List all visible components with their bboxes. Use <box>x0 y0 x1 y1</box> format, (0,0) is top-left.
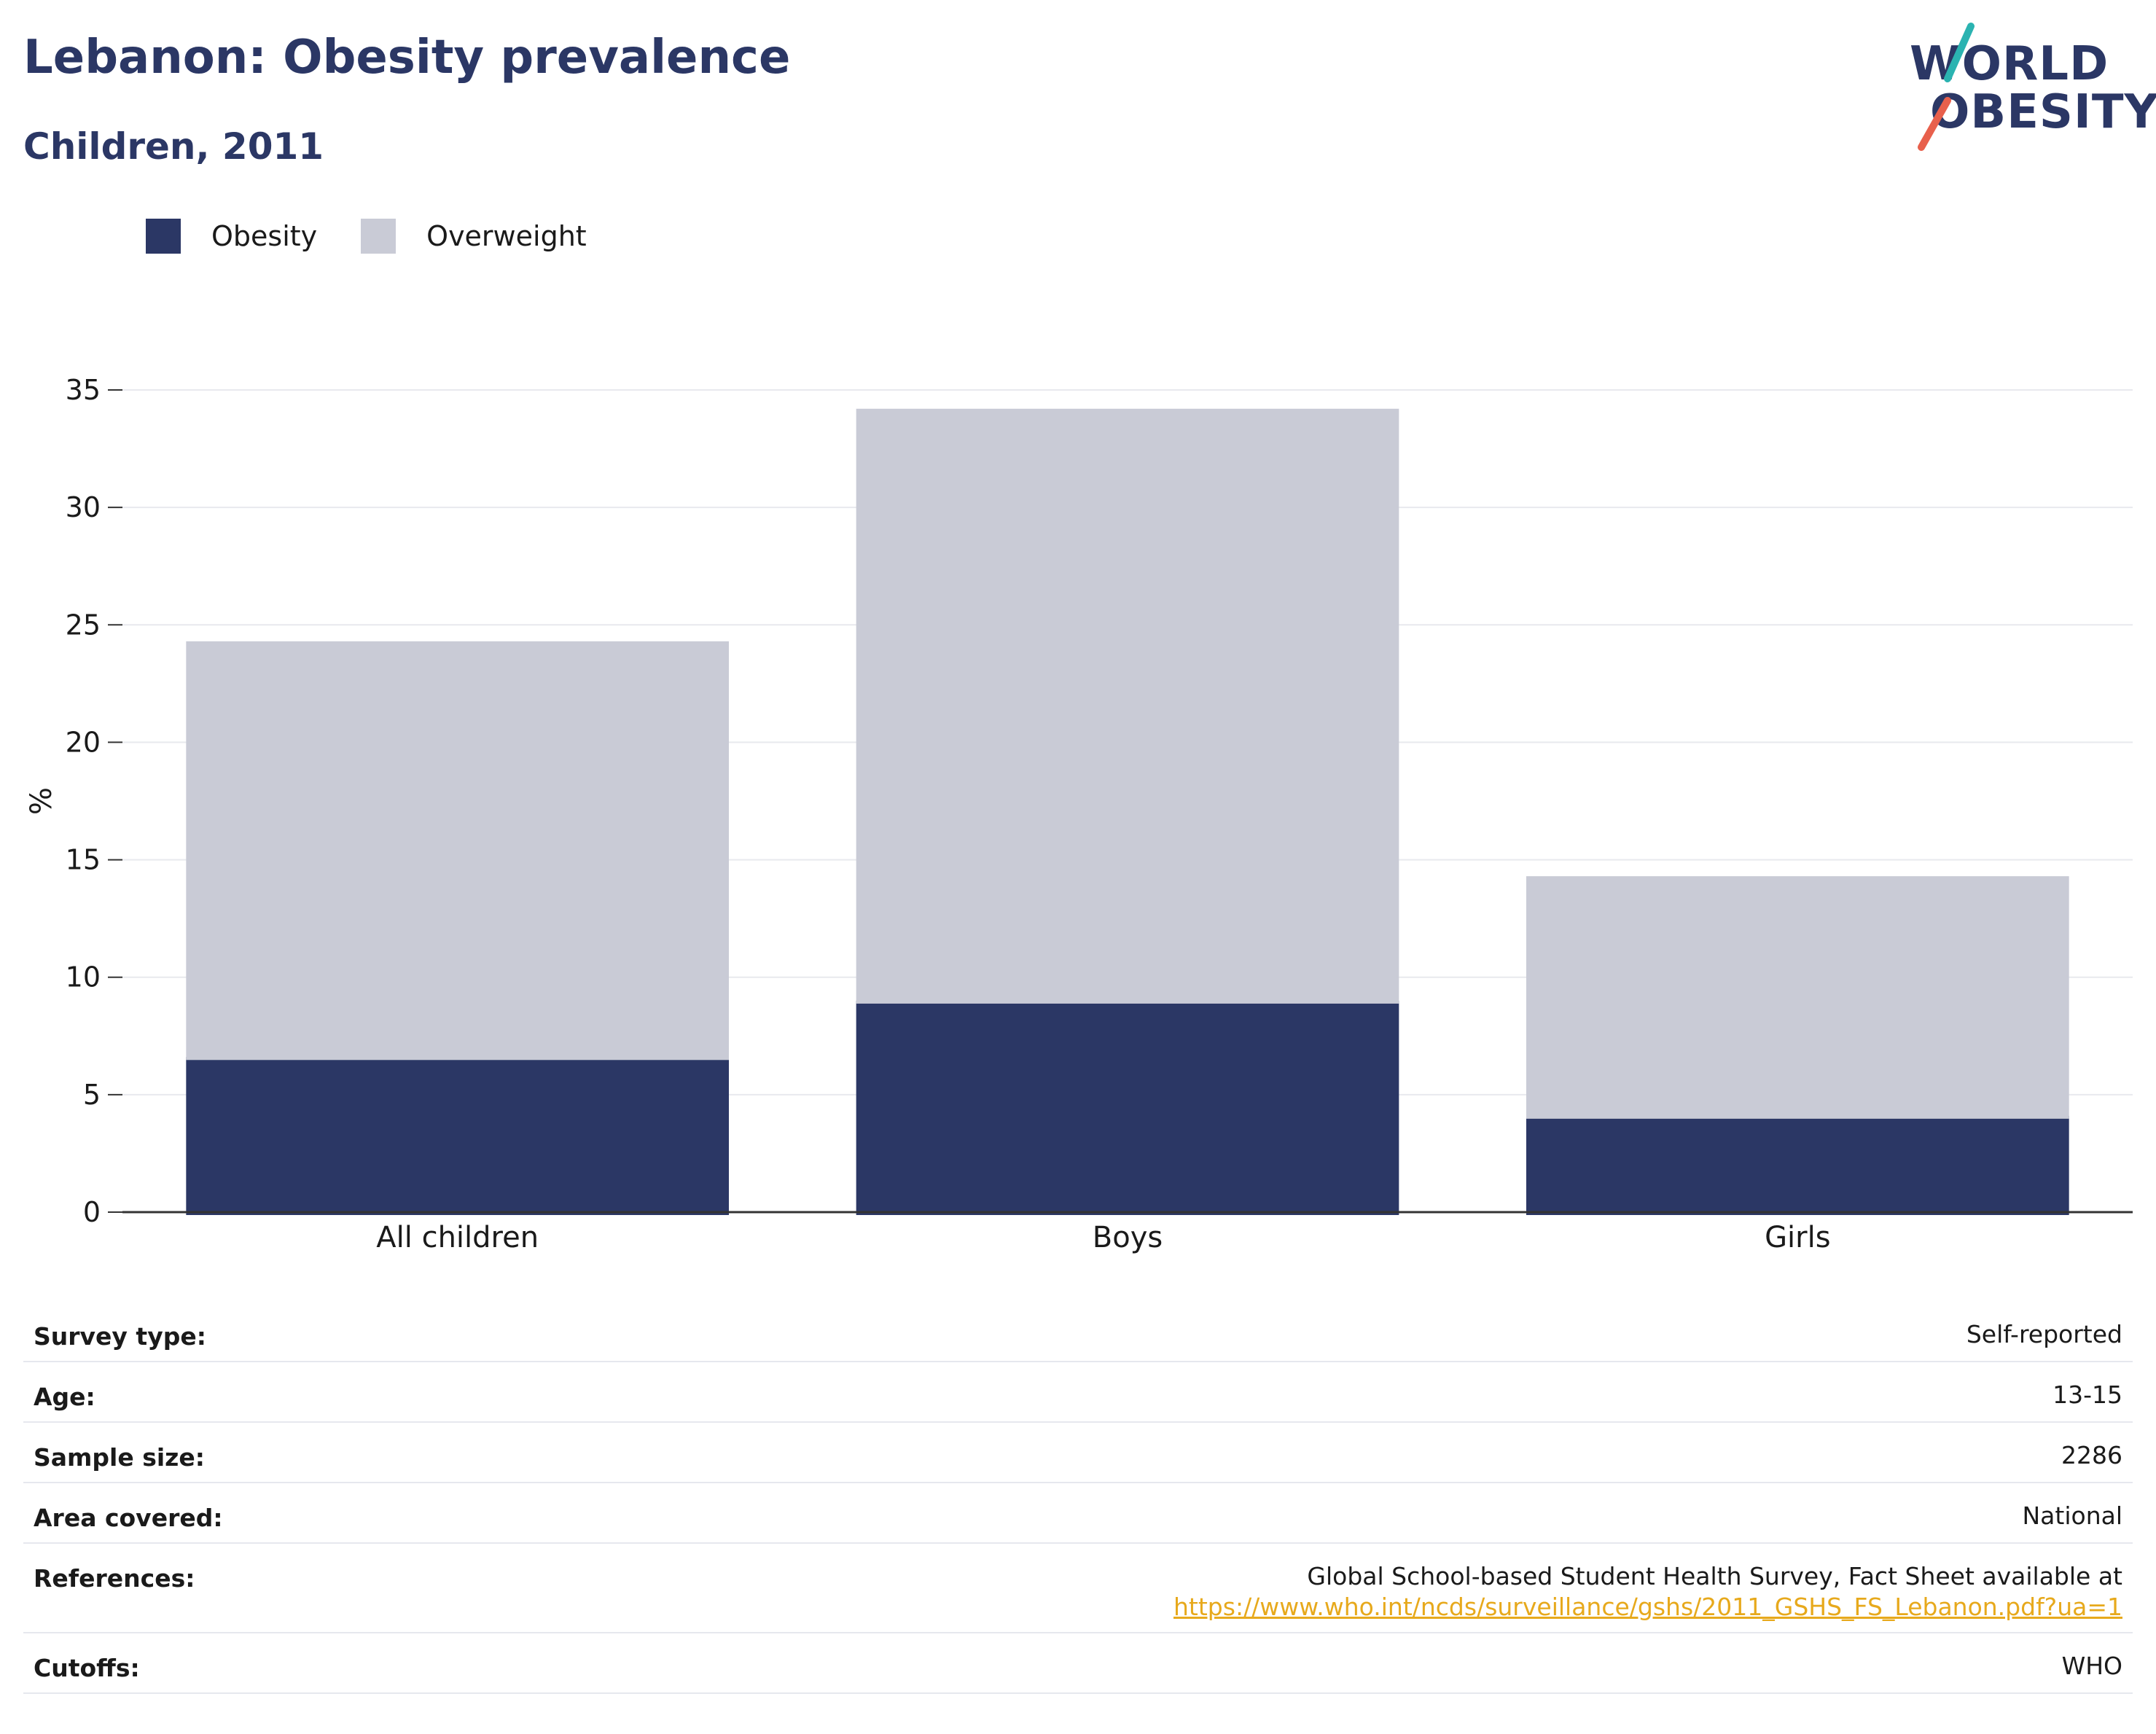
info-value-cutoffs: WHO <box>2061 1652 2122 1680</box>
info-label-cutoffs: Cutoffs: <box>34 1654 140 1682</box>
legend-label-obesity: Obesity <box>211 220 318 252</box>
bar-obesity-all-children <box>186 1057 729 1215</box>
legend-swatch-obesity <box>146 219 181 254</box>
logo-text-obesity: OBESITY <box>1930 85 2156 139</box>
references-link[interactable]: https://www.who.int/ncds/surveillance/gs… <box>1173 1593 2122 1621</box>
info-row-area-covered: Area covered: National <box>23 1483 2133 1544</box>
y-tick-label: 35 <box>66 374 101 406</box>
x-tick-label: Boys <box>1093 1221 1163 1254</box>
info-value-survey-type: Self-reported <box>1966 1320 2122 1348</box>
references-text: Global School-based Student Health Surve… <box>1307 1562 2122 1590</box>
x-tick-label: Girls <box>1765 1221 1831 1254</box>
y-tick-label: 20 <box>66 726 101 758</box>
info-row-age: Age: 13-15 <box>23 1362 2133 1423</box>
page-title: Lebanon: Obesity prevalence <box>23 31 791 85</box>
logo-slash-icon <box>1918 23 1975 151</box>
bar-overweight-boys <box>856 408 1399 1004</box>
info-value-references: Global School-based Student Health Surve… <box>1173 1561 2122 1622</box>
legend-swatch-overweight <box>361 219 397 254</box>
info-row-references: References: Global School-based Student … <box>23 1544 2133 1633</box>
info-label-age: Age: <box>34 1383 95 1411</box>
info-row-cutoffs: Cutoffs: WHO <box>23 1633 2133 1694</box>
bar-obesity-boys <box>856 1000 1399 1215</box>
chart-legend: Obesity Overweight <box>146 217 630 255</box>
y-axis-label: % <box>25 787 58 815</box>
legend-label-overweight: Overweight <box>426 220 587 252</box>
y-tick-label: 5 <box>83 1079 101 1111</box>
info-row-survey-type: Survey type: Self-reported <box>23 1302 2133 1362</box>
info-row-sample-size: Sample size: 2286 <box>23 1423 2133 1483</box>
legend-item-obesity[interactable]: Obesity <box>146 219 317 254</box>
y-tick-label: 25 <box>66 609 101 641</box>
stacked-bar-chart: 0 5 10 15 20 25 30 35% All children Boys Girls <box>25 374 2133 1254</box>
y-tick-label: 0 <box>83 1196 101 1228</box>
y-tick-label: 30 <box>66 491 101 523</box>
info-label-references: References: <box>34 1564 195 1593</box>
logo-text-world: WORLD <box>1910 37 2109 91</box>
x-tick-label: All children <box>376 1221 539 1254</box>
legend-item-overweight[interactable]: Overweight <box>361 219 587 254</box>
survey-info-table: Survey type: Self-reported Age: 13-15 Sa… <box>23 1302 2133 1694</box>
world-obesity-logo: WORLD OBESITY <box>1901 19 2156 157</box>
info-label-survey-type: Survey type: <box>34 1322 206 1351</box>
y-tick-label: 10 <box>66 961 101 993</box>
bar-overweight-all-children <box>186 641 729 1061</box>
info-value-sample-size: 2286 <box>2061 1441 2122 1469</box>
info-value-age: 13-15 <box>2053 1380 2122 1409</box>
bar-overweight-girls <box>1526 876 2069 1119</box>
info-value-area-covered: National <box>2022 1501 2122 1530</box>
page-subtitle: Children, 2011 <box>23 125 324 168</box>
bar-obesity-girls <box>1526 1115 2069 1215</box>
y-tick-label: 15 <box>66 844 101 876</box>
info-label-area-covered: Area covered: <box>34 1504 223 1532</box>
info-label-sample-size: Sample size: <box>34 1443 205 1472</box>
